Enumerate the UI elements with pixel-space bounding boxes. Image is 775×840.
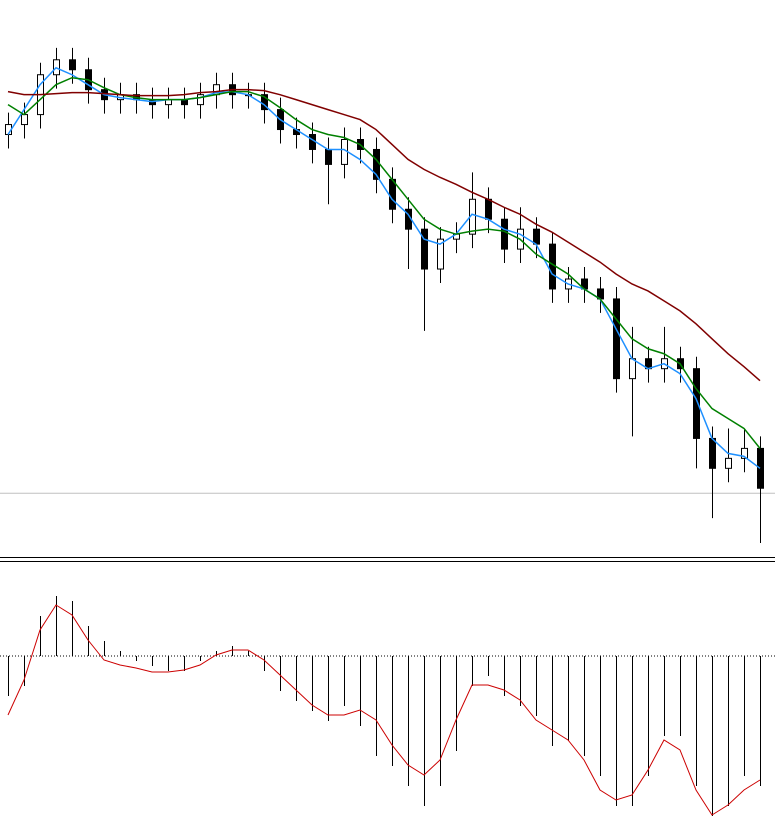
candle-body	[629, 358, 636, 380]
candle-body	[389, 178, 396, 210]
candle-body	[197, 94, 204, 106]
signal-line	[7, 604, 761, 816]
moving-average-line	[7, 66, 761, 469]
candle-body	[613, 298, 620, 380]
candle-body	[533, 228, 540, 245]
candle-body	[709, 437, 716, 469]
candle-body	[69, 59, 76, 71]
candle-body	[741, 447, 748, 459]
candle-body	[21, 114, 28, 126]
candle-body	[501, 218, 508, 250]
candle-body	[325, 148, 332, 165]
moving-average-line	[7, 88, 761, 382]
candle-body	[757, 447, 764, 489]
candle-body	[725, 457, 732, 469]
candle-body	[485, 198, 492, 220]
candle-body	[421, 228, 428, 270]
candle-body	[437, 238, 444, 270]
moving-average-line	[7, 76, 761, 449]
candle-body	[693, 368, 700, 439]
candle-body	[261, 94, 268, 111]
